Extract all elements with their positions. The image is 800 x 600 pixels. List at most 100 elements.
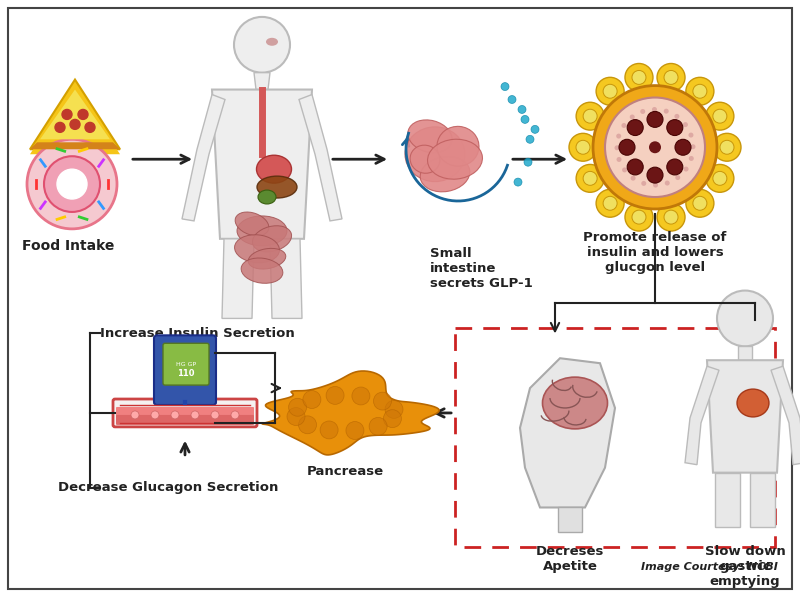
- Ellipse shape: [258, 190, 276, 204]
- Polygon shape: [222, 239, 254, 319]
- Ellipse shape: [237, 216, 287, 246]
- Circle shape: [57, 169, 87, 199]
- Circle shape: [693, 196, 707, 210]
- Circle shape: [666, 159, 682, 175]
- Circle shape: [576, 102, 604, 130]
- Polygon shape: [270, 239, 302, 319]
- Circle shape: [627, 119, 643, 136]
- Circle shape: [686, 77, 714, 105]
- Circle shape: [583, 172, 597, 185]
- Circle shape: [27, 139, 117, 229]
- Circle shape: [622, 167, 627, 172]
- Polygon shape: [30, 80, 120, 149]
- Circle shape: [664, 210, 678, 224]
- Polygon shape: [30, 142, 120, 149]
- Ellipse shape: [241, 258, 283, 283]
- FancyBboxPatch shape: [116, 415, 254, 425]
- Circle shape: [352, 387, 370, 405]
- Circle shape: [583, 109, 597, 123]
- Circle shape: [693, 84, 707, 98]
- Circle shape: [632, 70, 646, 85]
- Polygon shape: [738, 346, 752, 360]
- Circle shape: [191, 411, 199, 419]
- Circle shape: [647, 167, 663, 183]
- Text: Slow down
gastric
emptying: Slow down gastric emptying: [705, 545, 786, 588]
- Circle shape: [622, 123, 626, 128]
- Circle shape: [44, 156, 100, 212]
- Circle shape: [78, 109, 88, 119]
- Ellipse shape: [408, 120, 452, 153]
- Circle shape: [234, 17, 290, 73]
- Circle shape: [706, 164, 734, 192]
- Circle shape: [617, 157, 622, 162]
- FancyBboxPatch shape: [154, 335, 216, 405]
- Polygon shape: [40, 89, 110, 139]
- Circle shape: [593, 86, 717, 209]
- Circle shape: [603, 196, 617, 210]
- FancyBboxPatch shape: [116, 407, 254, 419]
- Circle shape: [605, 98, 705, 197]
- Circle shape: [627, 159, 643, 175]
- Circle shape: [713, 172, 727, 185]
- Text: 110: 110: [178, 368, 194, 377]
- Circle shape: [518, 106, 526, 113]
- Circle shape: [383, 410, 402, 428]
- Circle shape: [303, 391, 321, 409]
- Ellipse shape: [737, 389, 769, 417]
- Ellipse shape: [248, 248, 286, 269]
- Circle shape: [720, 140, 734, 154]
- Ellipse shape: [234, 235, 279, 263]
- Polygon shape: [715, 473, 740, 527]
- Circle shape: [666, 119, 682, 136]
- Circle shape: [514, 178, 522, 186]
- Ellipse shape: [420, 157, 470, 192]
- Polygon shape: [212, 89, 312, 239]
- Circle shape: [131, 411, 139, 419]
- Circle shape: [531, 125, 539, 133]
- Ellipse shape: [437, 127, 479, 166]
- Ellipse shape: [235, 212, 269, 236]
- Polygon shape: [254, 73, 270, 89]
- Text: Decreses
Apetite: Decreses Apetite: [536, 545, 604, 573]
- Polygon shape: [707, 360, 783, 473]
- Circle shape: [665, 181, 670, 185]
- Circle shape: [657, 64, 685, 91]
- Ellipse shape: [257, 155, 291, 183]
- Circle shape: [55, 122, 65, 133]
- Circle shape: [689, 133, 694, 137]
- Circle shape: [287, 407, 305, 425]
- Circle shape: [85, 122, 95, 133]
- Ellipse shape: [410, 145, 440, 173]
- Circle shape: [231, 411, 239, 419]
- Polygon shape: [685, 366, 719, 464]
- Circle shape: [374, 392, 391, 410]
- Circle shape: [713, 133, 741, 161]
- Circle shape: [675, 139, 691, 155]
- Circle shape: [576, 140, 590, 154]
- Text: Pancrease: Pancrease: [306, 464, 383, 478]
- Circle shape: [576, 164, 604, 192]
- Circle shape: [630, 176, 636, 181]
- Polygon shape: [262, 371, 439, 455]
- Circle shape: [151, 411, 159, 419]
- Circle shape: [501, 83, 509, 91]
- Circle shape: [616, 134, 621, 139]
- Polygon shape: [30, 85, 120, 154]
- Circle shape: [683, 167, 689, 172]
- Circle shape: [717, 290, 773, 346]
- FancyBboxPatch shape: [163, 343, 209, 385]
- Circle shape: [647, 112, 663, 127]
- Circle shape: [653, 182, 658, 188]
- Circle shape: [664, 70, 678, 85]
- Circle shape: [70, 119, 80, 130]
- Circle shape: [706, 102, 734, 130]
- Circle shape: [526, 136, 534, 143]
- Circle shape: [211, 411, 219, 419]
- Circle shape: [320, 421, 338, 439]
- Text: Increase Insulin Secretion: Increase Insulin Secretion: [100, 327, 294, 340]
- Ellipse shape: [405, 127, 465, 182]
- Circle shape: [642, 181, 646, 186]
- FancyBboxPatch shape: [113, 399, 257, 427]
- Circle shape: [62, 109, 72, 119]
- Text: HG GP: HG GP: [176, 362, 196, 367]
